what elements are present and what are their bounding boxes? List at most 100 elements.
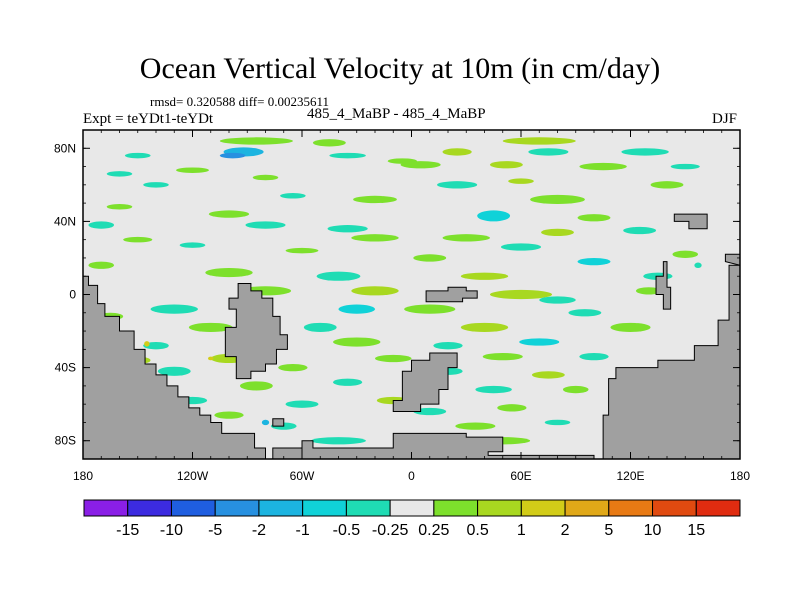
data-patch-23	[353, 195, 397, 204]
data-patch-37	[179, 242, 206, 248]
data-patch-4	[219, 152, 246, 159]
data-patch-86	[214, 411, 244, 419]
x-tick-label-1: 120W	[177, 469, 209, 483]
data-patch-11	[400, 161, 441, 169]
data-patch-45	[316, 271, 361, 281]
data-patch-72	[278, 363, 308, 372]
data-patch-13	[579, 162, 627, 171]
colorbar-swatch-11	[564, 499, 610, 517]
x-tick-label-0: 180	[73, 469, 93, 483]
axes: 180 120W 60W 0 60E 120E 180 80N 40N 0 40S 80S	[54, 130, 750, 483]
data-patch-62	[143, 342, 169, 350]
colorbar-label-9: 1	[517, 522, 526, 539]
data-patch-35	[623, 226, 657, 235]
data-patch-9	[329, 152, 366, 159]
y-tick-label-3: 40S	[55, 361, 76, 375]
colorbar-label-4: -1	[296, 522, 310, 539]
data-patch-59	[303, 322, 337, 332]
case-label: 485_4_MaBP - 485_4_MaBP	[307, 106, 486, 122]
data-patch-17	[252, 174, 279, 181]
colorbar-label-6: -0.25	[372, 522, 409, 539]
colorbar-swatch-9	[477, 499, 522, 517]
colorbar-swatch-2	[170, 499, 216, 517]
colorbar-label-3: -2	[252, 522, 266, 539]
land-mass-3	[224, 283, 288, 380]
y-tick-label-0: 80N	[54, 141, 76, 155]
data-patch-51	[539, 296, 576, 304]
data-patch-90	[311, 437, 366, 445]
colorbar-label-13: 15	[687, 522, 705, 539]
data-patch-12	[489, 161, 523, 169]
data-patch-26	[208, 210, 250, 218]
colorbar-label-11: 5	[604, 522, 613, 539]
data-patch-34	[541, 228, 574, 237]
data-patch-58	[188, 322, 233, 332]
colorbar-swatch-4	[258, 499, 304, 517]
colorbar-swatch-1	[127, 499, 172, 517]
data-patch-87	[455, 422, 496, 430]
data-patch-8	[124, 152, 151, 159]
land-mass-10	[272, 418, 285, 427]
data-patch-53	[150, 304, 198, 314]
x-tick-label-5: 120E	[616, 469, 644, 483]
colorbar-label-8: 0.5	[466, 522, 488, 539]
x-tick-label-4: 60E	[510, 469, 531, 483]
data-patch-24	[530, 194, 585, 205]
data-patch-7	[621, 148, 669, 156]
data-patch-63	[333, 337, 381, 347]
colorbar-label-0: -15	[116, 522, 139, 539]
colorbar-swatch-6	[345, 499, 391, 517]
data-patch-93	[144, 341, 150, 347]
data-patch-70	[579, 352, 609, 361]
data-patch-28	[577, 214, 611, 222]
data-patch-56	[568, 309, 602, 317]
x-tick-label-3: 0	[408, 469, 415, 483]
data-patch-77	[333, 378, 363, 386]
data-patch-15	[176, 167, 209, 173]
colorbar-label-7: 0.25	[418, 522, 449, 539]
data-patch-68	[375, 354, 412, 363]
data-patch-32	[351, 234, 399, 242]
season-label: DJF	[712, 111, 738, 127]
y-tick-label-1: 40N	[54, 214, 76, 228]
stats-label: rmsd= 0.320588 diff= 0.00235611	[150, 94, 329, 109]
data-patch-65	[519, 338, 560, 346]
land-mass-0	[83, 275, 266, 459]
data-patch-74	[531, 371, 565, 379]
colorbar-swatch-5	[302, 499, 347, 517]
data-patch-14	[670, 163, 700, 170]
data-patch-52	[635, 287, 662, 295]
data-patch-83	[413, 407, 447, 416]
data-patch-38	[500, 243, 542, 251]
data-patch-1	[312, 139, 346, 147]
data-patch-42	[577, 257, 611, 266]
data-patch-39	[672, 250, 699, 258]
data-patch-89	[544, 419, 571, 426]
data-patch-19	[508, 178, 534, 184]
data-patch-22	[280, 193, 306, 199]
data-patch-0	[219, 137, 293, 145]
chart-title: Ocean Vertical Velocity at 10m (in cm/da…	[139, 52, 661, 85]
data-patch-76	[239, 381, 273, 391]
data-patch-25	[106, 204, 133, 210]
data-patch-29	[88, 221, 115, 229]
data-patch-44	[205, 267, 253, 278]
colorbar: -15 -10 -5 -2 -1 -0.5 -0.25 0.25 0.5 1 2 5 10 15	[83, 499, 741, 539]
colorbar-swatch-10	[520, 499, 566, 517]
land-mass-2	[301, 432, 595, 459]
colorbar-label-5: -0.5	[333, 522, 361, 539]
data-patch-69	[482, 352, 523, 361]
data-patch-64	[433, 342, 463, 350]
data-patch-71	[157, 366, 191, 376]
colorbar-swatch-13	[652, 499, 697, 517]
data-patch-49	[351, 286, 399, 296]
land-mass-1	[83, 447, 303, 459]
data-patch-30	[245, 221, 286, 229]
colorbar-swatch-12	[608, 499, 654, 517]
data-patch-54	[338, 304, 375, 314]
data-patch-55	[404, 304, 456, 314]
data-patch-95	[261, 419, 270, 426]
land-masks	[83, 213, 740, 459]
land-mass-7	[673, 213, 708, 230]
y-tick-label-4: 80S	[55, 434, 76, 448]
